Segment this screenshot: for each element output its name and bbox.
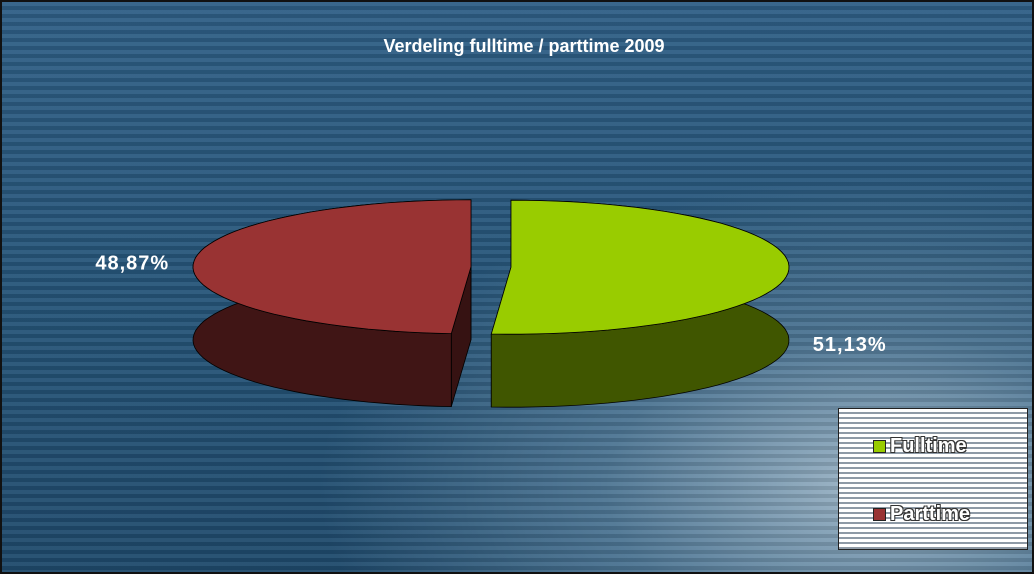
chart-title: Verdeling fulltime / parttime 2009 [383, 36, 665, 56]
data-label: 48,87% [95, 253, 169, 275]
legend-label: Parttime [890, 503, 971, 525]
pie-slice [192, 199, 472, 335]
legend-label: Fulltime [890, 435, 967, 457]
legend-swatch [873, 508, 886, 521]
legend-item: Fulltime [873, 435, 967, 458]
legend: Fulltime Parttime [838, 408, 1028, 550]
data-label: 51,13% [813, 334, 887, 356]
legend-swatch [873, 440, 886, 453]
pie-slice [490, 199, 790, 335]
legend-item: Parttime [873, 503, 970, 526]
